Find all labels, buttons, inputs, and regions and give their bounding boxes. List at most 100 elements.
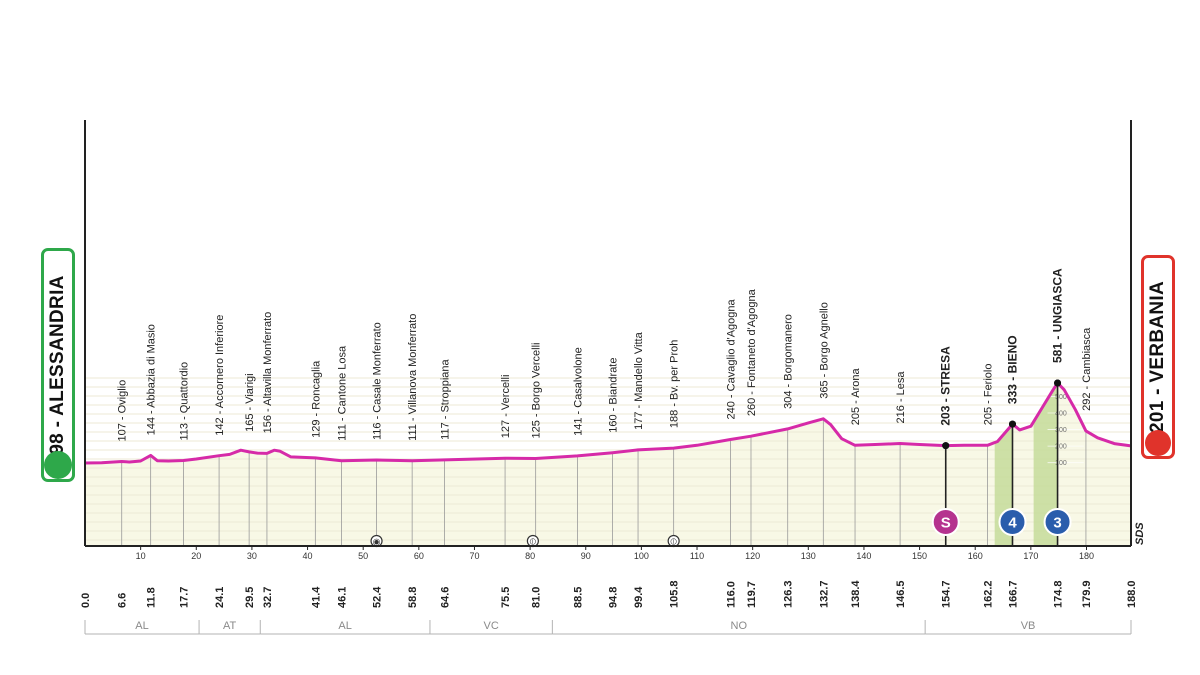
location-label: 333 - BIENO — [1005, 335, 1019, 404]
location-name-label: 205 - Feriolo — [982, 364, 994, 426]
km-label: 11.8 — [146, 587, 158, 608]
location-name-label: 581 - UNGIASCA — [1051, 268, 1065, 363]
climb-category-icon — [1043, 508, 1072, 536]
sds-label: SDS — [1134, 522, 1146, 545]
marker-label: S — [941, 515, 951, 532]
location-name-label: 165 - Viarigi — [244, 373, 256, 432]
finish-bike-icon — [1145, 430, 1171, 456]
x-tick-label: 140 — [856, 551, 871, 561]
location-name-label: 304 - Borgomanero — [783, 314, 795, 409]
km-value: 52.4 — [372, 586, 384, 608]
location-name-label: 160 - Biandrate — [607, 358, 619, 433]
location-label: 177 - Mandello Vitta — [633, 331, 645, 430]
x-tick-label: 80 — [525, 551, 535, 561]
location-name-label: 188 - Bv. per Proh — [669, 340, 681, 428]
x-tick-label: 100 — [634, 551, 649, 561]
km-value: 64.6 — [439, 587, 451, 608]
marker-dot — [942, 442, 950, 450]
x-tick-label: 70 — [469, 551, 479, 561]
location-label: 111 - Villanova Monferrato — [407, 314, 419, 441]
x-tick-label: 150 — [912, 551, 927, 561]
location-name-label: 144 - Abbazia di Masio — [146, 324, 158, 435]
km-value: 138.4 — [850, 580, 862, 608]
km-value: 179.9 — [1081, 580, 1093, 608]
km-value: 116.0 — [725, 581, 737, 608]
km-value: 46.1 — [336, 587, 348, 608]
location-name-label: 142 - Accornero Inferiore — [214, 315, 226, 436]
marker-label: 4 — [1008, 515, 1017, 532]
location-label: 142 - Accornero Inferiore — [214, 315, 226, 436]
km-value: 6.6 — [117, 593, 129, 608]
location-label: 216 - Lesa — [895, 371, 907, 424]
km-value: 188.0 — [1126, 580, 1138, 608]
location-label: 260 - Fontaneto d'Agogna — [746, 288, 758, 416]
location-label: 165 - Viarigi — [244, 373, 256, 432]
location-label: 141 - Casalvolone — [572, 347, 584, 436]
km-value: 88.5 — [572, 587, 584, 608]
km-label: 119.7 — [746, 581, 758, 608]
location-name-label: 216 - Lesa — [895, 371, 907, 424]
location-label: 156 - Altavilla Monferrato — [262, 312, 274, 434]
feed-zone-symbol: ⦶ — [529, 537, 537, 547]
km-label: 94.8 — [607, 587, 619, 608]
feed-zone-symbol: ⦶ — [669, 537, 677, 547]
profile-hatching — [85, 377, 1131, 541]
km-label: 132.7 — [818, 580, 830, 608]
x-tick-label: 120 — [745, 551, 760, 561]
km-label: 58.8 — [407, 587, 419, 608]
x-tick-label: 10 — [136, 551, 146, 561]
region-label: AL — [338, 620, 351, 632]
km-label: 99.4 — [633, 586, 645, 608]
climb-zone — [1033, 383, 1058, 546]
km-label: 162.2 — [982, 580, 994, 608]
start-bike-icon — [44, 451, 72, 479]
climb-grid-label: 400 — [1055, 410, 1067, 417]
location-label: 240 - Cavaglio d'Agogna — [725, 298, 737, 419]
marker-dot — [1054, 379, 1062, 387]
sds-logo: SDS — [1134, 522, 1146, 545]
location-name-label: 113 - Quattordio — [178, 362, 190, 441]
x-tick-label: 160 — [968, 551, 983, 561]
km-value: 81.0 — [531, 587, 543, 608]
km-value: 0.0 — [80, 593, 92, 608]
km-value: 11.8 — [146, 587, 158, 608]
location-name-label: 260 - Fontaneto d'Agogna — [746, 288, 758, 416]
km-value: 24.1 — [214, 587, 226, 608]
location-label: 581 - UNGIASCA — [1051, 268, 1065, 363]
location-label: 127 - Vercelli — [500, 375, 512, 439]
x-tick-label: 30 — [247, 551, 257, 561]
x-tick-label: 60 — [414, 551, 424, 561]
km-label: 116.0 — [725, 581, 737, 608]
km-label: 64.6 — [439, 587, 451, 608]
profile-line — [84, 381, 1132, 465]
location-label: 205 - Arona — [850, 368, 862, 426]
location-name-label: 117 - Stroppiana — [439, 358, 451, 439]
km-label: 81.0 — [531, 587, 543, 608]
location-name-label: 127 - Vercelli — [500, 375, 512, 439]
location-label: 125 - Borgo Vercelli — [531, 343, 543, 439]
km-value: 154.7 — [941, 580, 953, 608]
km-label: 41.4 — [310, 586, 322, 608]
km-label: 32.7 — [262, 587, 274, 608]
km-value: 58.8 — [407, 587, 419, 608]
x-tick-label: 170 — [1023, 551, 1038, 561]
km-value: 146.5 — [895, 580, 907, 608]
km-value: 166.7 — [1007, 580, 1019, 608]
km-value: 41.4 — [310, 586, 322, 608]
feed-zone-symbol: ◉ — [373, 537, 381, 547]
km-label: 138.4 — [850, 580, 862, 608]
km-label: 0.0 — [80, 593, 92, 608]
km-value: 162.2 — [982, 580, 994, 608]
km-value: 29.5 — [244, 587, 256, 608]
x-tick-label: 50 — [358, 551, 368, 561]
location-name-label: 107 - Oviglio — [117, 380, 129, 442]
x-tick-label: 110 — [690, 551, 704, 561]
location-label: 365 - Borgo Agnello — [818, 302, 830, 399]
location-label: 111 - Cantone Losa — [336, 345, 348, 441]
location-name-label: 111 - Cantone Losa — [336, 345, 348, 441]
km-value: 126.3 — [783, 580, 795, 608]
climb-grid-label: 300 — [1055, 427, 1067, 434]
sprint-icon — [931, 508, 960, 536]
location-name-label: 333 - BIENO — [1005, 335, 1019, 404]
